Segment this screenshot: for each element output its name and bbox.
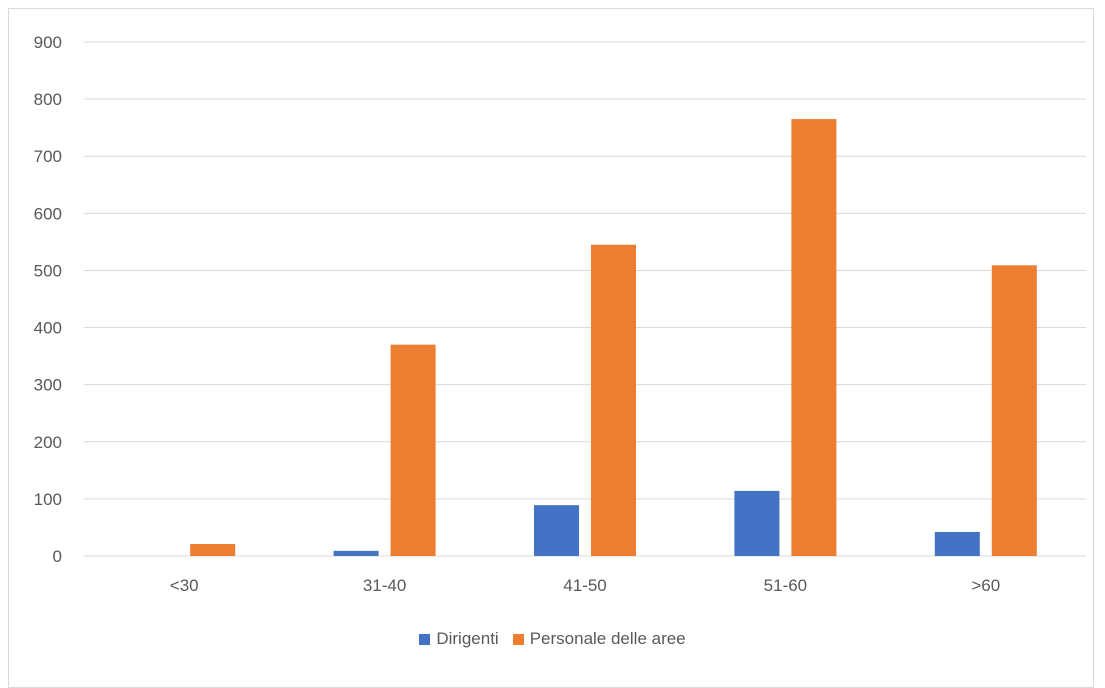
bar-dirigenti-3: [734, 490, 780, 556]
y-tick-label: 300: [34, 376, 62, 395]
x-tick-label: >60: [971, 576, 1000, 595]
legend-item-dirigenti: Dirigenti: [419, 629, 499, 649]
bar-chart: 0 100 200 300 400 500 600 700 800 900 <30 31-40 41-…: [34, 33, 1086, 595]
bar-personale-3: [791, 119, 837, 556]
bars: [190, 119, 1037, 556]
bar-dirigenti-1: [333, 550, 379, 556]
x-tick-label: 51-60: [764, 576, 807, 595]
x-tick-label: 31-40: [363, 576, 406, 595]
y-tick-label: 700: [34, 147, 62, 166]
chart-frame: [8, 8, 1094, 688]
y-tick-label: 100: [34, 490, 62, 509]
legend-swatch-personale: [512, 633, 524, 645]
y-tick-label: 200: [34, 433, 62, 452]
bar-personale-0: [190, 544, 236, 556]
y-tick-label: 800: [34, 90, 62, 109]
x-tick-label: <30: [170, 576, 199, 595]
y-tick-label: 400: [34, 319, 62, 338]
y-tick-label: 0: [53, 547, 62, 566]
gridlines: [84, 41, 1086, 557]
bar-personale-2: [591, 244, 636, 556]
bar-personale-4: [991, 265, 1037, 556]
y-axis-ticks: 0 100 200 300 400 500 600 700 800 900: [34, 33, 62, 566]
y-tick-label: 600: [34, 204, 62, 223]
bar-dirigenti-2: [534, 505, 579, 556]
legend-item-personale: Personale delle aree: [512, 629, 686, 649]
x-tick-label: 41-50: [563, 576, 606, 595]
legend-swatch-dirigenti: [419, 633, 431, 645]
legend: Dirigenti Personale delle aree: [0, 629, 1105, 649]
legend-label-personale: Personale delle aree: [529, 629, 686, 648]
legend-label-dirigenti: Dirigenti: [436, 629, 499, 648]
y-tick-label: 900: [34, 33, 62, 52]
y-tick-label: 500: [34, 261, 62, 280]
bar-dirigenti-4: [934, 532, 980, 556]
bar-personale-1: [390, 344, 436, 556]
x-axis-ticks: <30 31-40 41-50 51-60 >60: [170, 576, 1000, 595]
